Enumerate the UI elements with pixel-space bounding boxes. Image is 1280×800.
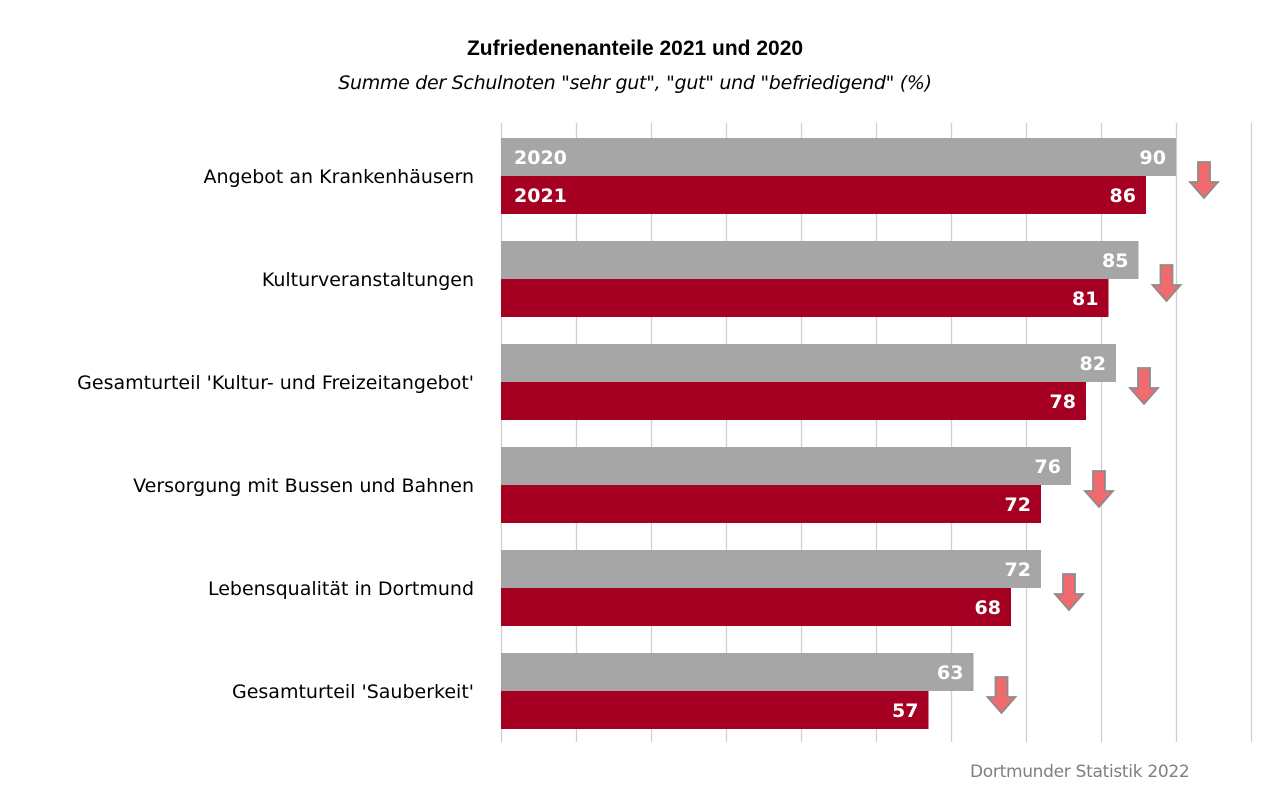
arrow-down-icon <box>1128 367 1160 406</box>
trend-arrows-group <box>985 161 1220 715</box>
category-label: Angebot an Krankenhäusern <box>203 166 474 188</box>
bar-2020 <box>501 241 1139 279</box>
data-label: 72 <box>1005 494 1031 516</box>
arrow-down-icon <box>1083 470 1115 509</box>
bar-2021 <box>501 691 929 729</box>
data-label: 78 <box>1050 391 1076 413</box>
data-label: 57 <box>892 700 918 722</box>
gridlines <box>500 123 1253 742</box>
bar-2020 <box>501 138 1176 176</box>
category-label: Versorgung mit Bussen und Bahnen <box>133 475 474 497</box>
bar-2020 <box>501 653 974 691</box>
labels-group: Angebot an Krankenhäusern 90 2020 86 2021 Kul… <box>77 147 1166 722</box>
data-label: 86 <box>1110 185 1136 207</box>
bar-2021 <box>501 485 1041 523</box>
chart-title: Zufriedenenanteile 2021 und 2020 <box>466 37 804 60</box>
source-note: Dortmunder Statistik 2022 <box>970 762 1190 782</box>
category-label: Gesamturteil 'Kultur- und Freizeitangebo… <box>77 372 474 394</box>
bar-2021 <box>501 279 1109 317</box>
bar-2021 <box>501 176 1146 214</box>
arrow-down-icon <box>1053 573 1085 612</box>
arrow-down-icon <box>1150 264 1183 303</box>
arrow-down-icon <box>1188 161 1220 200</box>
data-label: 82 <box>1080 353 1106 375</box>
data-label: 68 <box>975 597 1001 619</box>
chart-subtitle: Summe der Schulnoten "sehr gut", "gut" u… <box>338 72 932 94</box>
bar-2020 <box>501 550 1041 588</box>
series-label-2021: 2021 <box>514 185 567 207</box>
category-label: Lebensqualität in Dortmund <box>208 578 474 600</box>
arrow-down-icon <box>985 676 1018 715</box>
bar-2021 <box>501 382 1086 420</box>
series-label-2020: 2020 <box>514 147 567 169</box>
data-label: 85 <box>1102 250 1128 272</box>
data-label: 81 <box>1072 288 1098 310</box>
data-label: 76 <box>1035 456 1061 478</box>
bar-2020 <box>501 344 1116 382</box>
category-label: Gesamturteil 'Sauberkeit' <box>232 681 474 703</box>
bars-group <box>501 138 1176 729</box>
bar-2021 <box>501 588 1011 626</box>
category-label: Kulturveranstaltungen <box>262 269 474 291</box>
bar-2020 <box>501 447 1071 485</box>
data-label: 90 <box>1140 147 1166 169</box>
data-label: 63 <box>937 662 963 684</box>
data-label: 72 <box>1005 559 1031 581</box>
